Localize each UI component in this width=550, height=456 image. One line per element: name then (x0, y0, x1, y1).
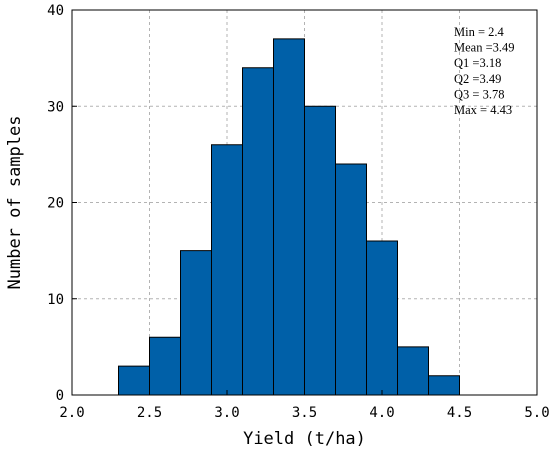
histogram-bar (428, 375, 460, 396)
x-tick-label: 2.0 (59, 405, 84, 421)
histogram-bar (273, 38, 305, 396)
histogram-bar (211, 144, 243, 396)
x-tick-label: 3.0 (214, 405, 239, 421)
histogram-bar (180, 250, 212, 396)
histogram-bar (149, 336, 181, 396)
stat-line: Q2 =3.49 (454, 72, 501, 86)
histogram-bar (397, 346, 429, 396)
x-axis-title: Yield (t/ha) (243, 429, 366, 449)
histogram-bar (366, 240, 398, 396)
x-tick-label: 2.5 (137, 405, 162, 421)
stat-line: Q3 = 3.78 (454, 87, 504, 101)
histogram-bar (335, 163, 367, 396)
histogram-bar (242, 67, 274, 396)
y-tick-label: 30 (47, 99, 64, 115)
axis-ticks: 2.0 2.5 3.0 3.5 4.0 4.5 5.0 0 10 20 30 40 (47, 3, 550, 421)
histogram-bar (118, 365, 150, 396)
histogram-bars (118, 38, 460, 396)
histogram-bar (304, 105, 336, 396)
y-tick-label: 20 (47, 196, 64, 212)
stat-line: Min = 2.4 (454, 25, 505, 39)
x-tick-label: 4.5 (447, 405, 472, 421)
y-tick-label: 10 (47, 292, 64, 308)
y-axis-title: Number of samples (5, 116, 25, 290)
y-tick-label: 0 (56, 388, 64, 404)
stat-line: Max = 4.43 (454, 103, 512, 117)
stat-line: Mean =3.49 (454, 41, 515, 55)
x-tick-label: 5.0 (524, 405, 549, 421)
x-tick-label: 3.5 (292, 405, 317, 421)
y-tick-label: 40 (47, 3, 64, 19)
stat-line: Q1 =3.18 (454, 56, 501, 70)
x-tick-label: 4.0 (369, 405, 394, 421)
